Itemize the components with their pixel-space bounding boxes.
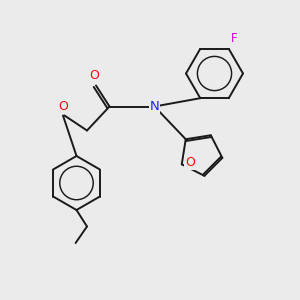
Text: O: O — [90, 69, 99, 82]
Text: N: N — [150, 100, 159, 113]
Text: F: F — [231, 32, 238, 45]
Text: O: O — [185, 156, 195, 169]
Text: O: O — [58, 100, 68, 113]
